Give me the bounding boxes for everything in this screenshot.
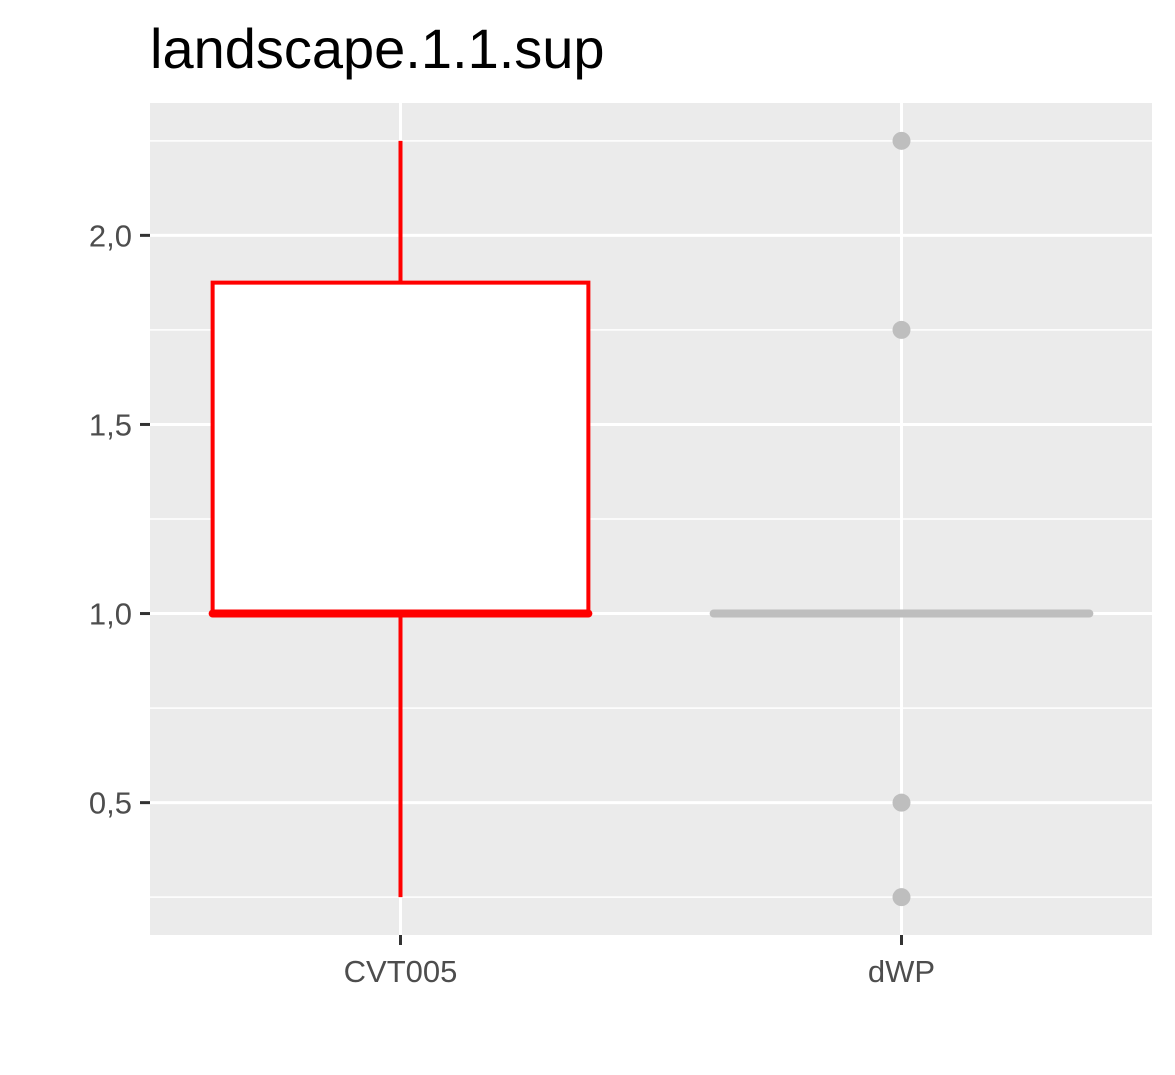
- box-cvt005: [208, 140, 593, 898]
- y-tick-label: 2,0: [89, 218, 132, 253]
- data-marks: [208, 131, 1094, 907]
- box-dwp: [709, 131, 1094, 907]
- y-tick-label: 0,5: [89, 786, 132, 821]
- y-tick-label: 1,0: [89, 597, 132, 632]
- y-tick-label: 1,5: [89, 407, 132, 442]
- chart-title: landscape.1.1.sup: [150, 17, 605, 80]
- outlier-point: [892, 131, 911, 150]
- box-body: [210, 280, 591, 616]
- outlier-point: [892, 320, 911, 339]
- x-tick-label: dWP: [868, 954, 935, 989]
- outlier-point: [892, 793, 911, 812]
- x-tick-label: CVT005: [344, 954, 458, 989]
- outlier-point: [892, 888, 911, 907]
- axes: 0,5 1,0 1,5 2,0 CVT005 dWP: [89, 218, 935, 989]
